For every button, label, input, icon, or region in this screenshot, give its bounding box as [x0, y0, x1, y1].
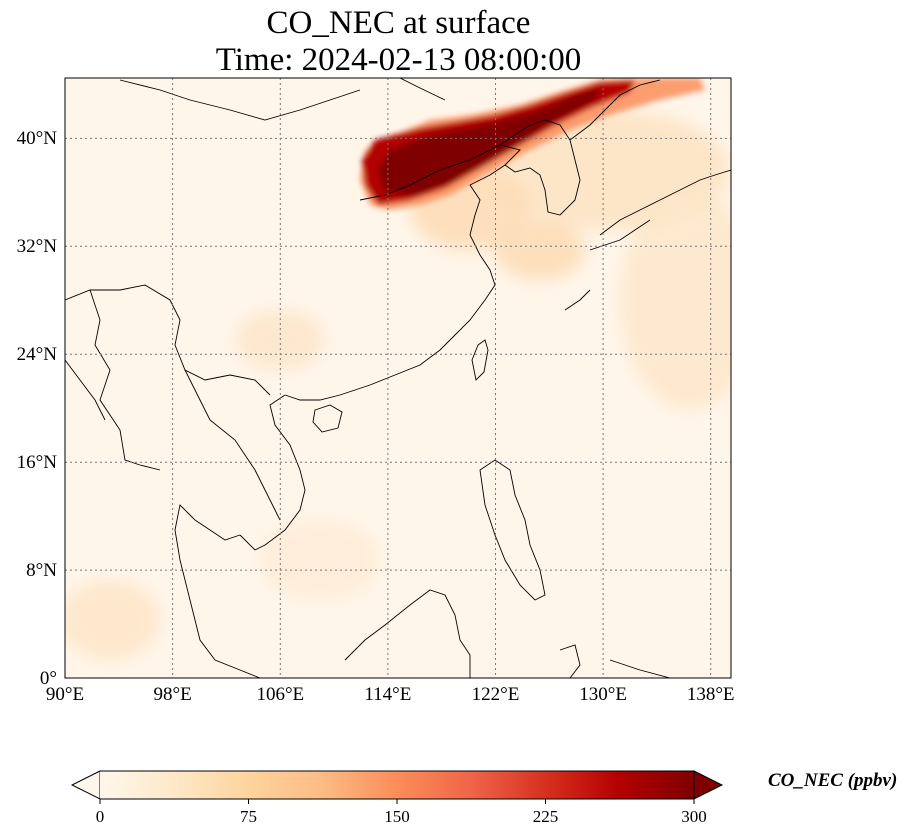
concentration-field	[65, 78, 731, 678]
colorbar-tick-label: 75	[240, 807, 257, 826]
x-tick-label: 98°E	[153, 684, 191, 705]
colorbar-min-extend	[70, 770, 101, 800]
y-tick-label: 8°N	[26, 560, 57, 581]
y-tick-labels: 0° 8°N 16°N 24°N 32°N 40°N	[17, 128, 58, 689]
map-frame	[64, 77, 732, 679]
colorbar-gradient	[100, 771, 694, 799]
y-tick-label: 32°N	[17, 236, 58, 257]
colorbar-tick-label: 0	[96, 807, 105, 826]
x-tick-label: 90°E	[46, 684, 84, 705]
y-tick-label: 40°N	[17, 128, 58, 149]
x-tick-labels: 90°E 98°E 106°E 114°E 122°E 130°E 138°E	[46, 684, 735, 705]
x-tick-label: 106°E	[256, 684, 304, 705]
map-title: CO_NEC at surface	[266, 5, 531, 41]
colorbar-tick-label: 300	[681, 807, 707, 826]
y-tick-label: 0°	[40, 668, 57, 689]
x-tick-label: 122°E	[472, 684, 520, 705]
x-tick-label: 114°E	[364, 684, 411, 705]
map-subtitle-time: Time: 2024-02-13 08:00:00	[215, 42, 582, 78]
y-tick-label: 24°N	[17, 344, 58, 365]
colorbar-label: CO_NEC (ppbv)	[768, 770, 898, 791]
colorbar: 0 75 150 225 300	[70, 770, 724, 826]
x-tick-label: 138°E	[687, 684, 735, 705]
colorbar-tick-label: 150	[384, 807, 410, 826]
colorbar-max-extend	[693, 770, 724, 800]
colorbar-tick-label: 225	[533, 807, 559, 826]
y-tick-label: 16°N	[17, 452, 58, 473]
x-tick-label: 130°E	[579, 684, 627, 705]
gridlines	[65, 78, 731, 678]
